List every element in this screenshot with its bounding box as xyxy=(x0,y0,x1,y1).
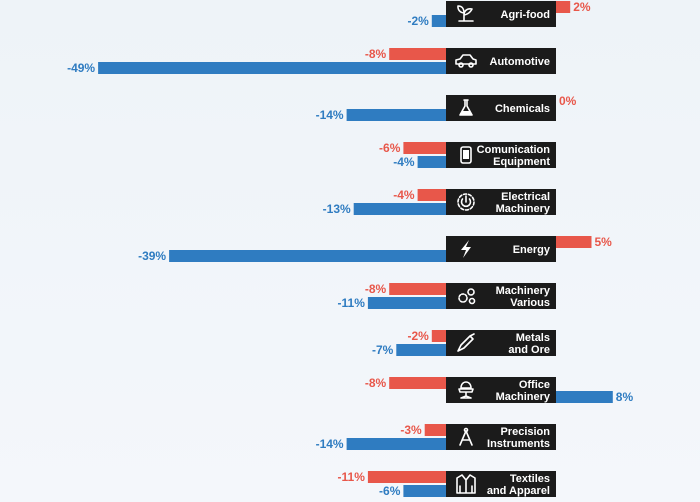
category-label: Agri-food xyxy=(501,9,550,21)
bar-series-b-label: -49% xyxy=(67,61,95,75)
bar-series-b-label: -6% xyxy=(379,484,401,498)
bar-series-b xyxy=(346,109,446,121)
bar-series-a-label: -8% xyxy=(365,47,387,61)
bar-series-b-label: 8% xyxy=(616,390,634,404)
category-label: and Apparel xyxy=(487,485,550,497)
bar-series-b-label: -4% xyxy=(393,155,415,169)
bar-series-b-label: -14% xyxy=(316,108,344,122)
bar-series-a xyxy=(367,471,446,483)
category-label: Office xyxy=(519,379,550,391)
flask-icon xyxy=(459,99,473,116)
power-icon xyxy=(457,193,475,211)
bar-series-a xyxy=(389,48,446,60)
bar-series-b-label: -13% xyxy=(323,202,351,216)
category-label: Equipment xyxy=(493,156,550,168)
plant-icon xyxy=(457,5,474,22)
bar-series-a-label: 5% xyxy=(595,235,613,249)
category-label: Energy xyxy=(513,244,551,256)
bar-series-a xyxy=(389,283,446,295)
bar-series-a xyxy=(389,377,446,389)
tool-icon xyxy=(457,333,475,352)
category-label: Instruments xyxy=(487,438,550,450)
category-label-box xyxy=(446,283,556,309)
gears-icon xyxy=(458,288,476,305)
category-label: Automotive xyxy=(490,56,551,68)
bar-series-a xyxy=(403,142,446,154)
phone-icon xyxy=(460,146,472,164)
category-label-box xyxy=(446,330,556,356)
category-label-box xyxy=(446,424,556,450)
bar-series-b xyxy=(556,391,613,403)
bar-series-b-label: -7% xyxy=(372,343,394,357)
bar-series-a xyxy=(556,1,571,13)
bar-series-b-label: -2% xyxy=(407,14,429,28)
category-group: 2% -2% Agri-food xyxy=(407,0,590,28)
bar-series-b-label: -39% xyxy=(138,249,166,263)
bar-series-a xyxy=(431,330,446,342)
car-icon xyxy=(455,54,477,68)
bar-series-b-label: -14% xyxy=(316,437,344,451)
category-label: Chemicals xyxy=(495,103,550,115)
bar-series-b xyxy=(353,203,446,215)
bar-series-a xyxy=(417,189,446,201)
bar-series-a xyxy=(556,236,592,248)
bar-series-a-label: -8% xyxy=(365,376,387,390)
bar-series-a-label: -6% xyxy=(379,141,401,155)
bar-series-b xyxy=(431,15,446,27)
category-label: Electrical xyxy=(501,191,550,203)
category-group: 5% -39% Energy xyxy=(138,235,612,263)
category-group: 0% -14% Chemicals xyxy=(316,94,577,122)
category-group: -8% -49% Automotive xyxy=(67,47,556,75)
category-label: Machinery xyxy=(496,391,551,403)
compass-icon xyxy=(459,427,473,446)
jacket-icon xyxy=(456,474,476,494)
bar-series-b-label: -11% xyxy=(338,296,366,310)
category-label: Machinery xyxy=(496,203,551,215)
category-label: Various xyxy=(510,297,550,309)
bar-series-a-label: -2% xyxy=(407,329,429,343)
bar-series-a-label: -4% xyxy=(393,188,415,202)
category-label: Textiles xyxy=(510,473,550,485)
category-label: and Ore xyxy=(508,344,550,356)
bar-series-b xyxy=(98,62,446,74)
bar-series-b xyxy=(396,344,446,356)
bar-series-a-label: -11% xyxy=(338,470,366,484)
bar-series-a xyxy=(424,424,446,436)
bar-series-b xyxy=(169,250,446,262)
category-label-box xyxy=(446,48,556,74)
category-label: Metals xyxy=(516,332,550,344)
category-label: Comunication xyxy=(477,144,551,156)
bar-series-a-label: 0% xyxy=(559,94,577,108)
bar-series-a-label: 2% xyxy=(573,0,591,14)
bar-series-b xyxy=(403,485,446,497)
bar-series-a-label: -3% xyxy=(400,423,422,437)
lightning-icon xyxy=(461,240,471,258)
bar-series-b xyxy=(417,156,446,168)
chair-icon xyxy=(458,381,474,399)
category-label: Machinery xyxy=(496,285,551,297)
bar-series-b xyxy=(346,438,446,450)
category-label: Precision xyxy=(500,426,550,438)
category-label-box xyxy=(446,189,556,215)
bar-series-b xyxy=(367,297,446,309)
bar-series-a-label: -8% xyxy=(365,282,387,296)
